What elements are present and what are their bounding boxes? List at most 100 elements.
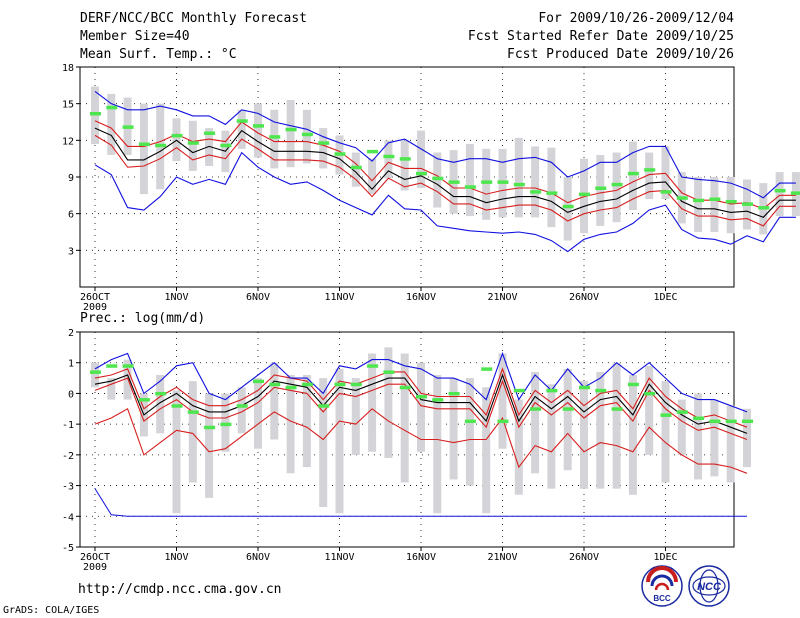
prec-ytick-label: 0 xyxy=(68,389,74,400)
prec-ensemble-marker xyxy=(236,404,248,408)
precip-panel-title: Prec.: log(mm/d) xyxy=(80,311,206,326)
prec-ensemble-marker xyxy=(318,404,330,408)
temp-ensemble-marker xyxy=(742,202,753,206)
prec-spread-bar xyxy=(384,347,393,458)
temp-ensemble-marker xyxy=(171,133,183,138)
temp-spread-bar xyxy=(531,146,540,218)
temp-xtick-year: 2009 xyxy=(83,302,107,313)
prec-spread-bar xyxy=(270,362,279,440)
temp-ytick-label: 12 xyxy=(62,136,74,147)
temp-ensemble-marker xyxy=(334,152,346,156)
temp-ensemble-marker xyxy=(579,192,590,197)
temp-ensemble-marker xyxy=(660,190,672,194)
prec-spread-bar xyxy=(596,371,605,489)
prec-ensemble-marker xyxy=(513,388,525,393)
temp-ensemble-marker xyxy=(301,132,313,137)
temp-ytick-label: 18 xyxy=(62,63,74,74)
temp-ensemble-marker xyxy=(611,182,623,187)
temp-ensemble-marker xyxy=(530,190,542,194)
temp-spread-bar xyxy=(661,146,670,199)
prec-spread-bar xyxy=(433,375,442,514)
prec-xtick-label: 11NOV xyxy=(324,552,354,563)
prec-ensemble-marker xyxy=(497,419,509,424)
prec-ensemble-marker xyxy=(448,391,460,396)
prec-ensemble-marker xyxy=(138,398,150,402)
temp-ytick-label: 9 xyxy=(68,173,74,184)
prec-xtick-label: 26NOV xyxy=(569,552,599,563)
prec-ensemble-marker xyxy=(367,364,379,368)
temp-xtick-label: 16NOV xyxy=(406,292,436,303)
prec-ensemble-marker xyxy=(204,425,216,430)
prec-spread-bar xyxy=(645,365,654,455)
temp-ensemble-marker xyxy=(497,180,509,184)
temp-spread-bar xyxy=(107,93,116,155)
temp-spread-bar xyxy=(694,177,703,232)
prec-line-floor xyxy=(94,488,747,517)
prec-line-max xyxy=(94,351,748,413)
prec-xtick-year: 2009 xyxy=(83,562,107,573)
temp-xtick-label: 11NOV xyxy=(324,292,354,303)
prec-ensemble-marker xyxy=(627,382,639,387)
temp-ensemble-marker xyxy=(204,131,216,135)
temp-spread-bar xyxy=(139,103,148,195)
temp-xtick-label: 26NOV xyxy=(569,292,599,303)
prec-ytick-label: 2 xyxy=(68,328,74,339)
temp-ensemble-marker xyxy=(253,124,264,128)
temp-ensemble-marker xyxy=(318,141,330,145)
prec-ytick-label: -4 xyxy=(62,512,74,523)
temp-ensemble-marker xyxy=(448,180,460,184)
temp-ensemble-marker xyxy=(513,182,525,187)
temp-ensemble-marker xyxy=(383,154,395,159)
header-title: DERF/NCC/BCC Monthly Forecast xyxy=(80,11,307,26)
prec-ensemble-marker xyxy=(383,370,395,374)
temp-ensemble-marker xyxy=(595,186,607,190)
prec-xtick-label: 6NOV xyxy=(246,552,270,563)
temp-spread-bar xyxy=(319,128,328,169)
header-variable-temp: Mean Surf. Temp.: °C xyxy=(80,47,237,62)
prec-ensemble-marker xyxy=(611,407,623,411)
footer-url[interactable]: http://cmdp.ncc.cma.gov.cn xyxy=(78,582,282,597)
temp-ensemble-marker xyxy=(725,199,737,204)
prec-spread-bar xyxy=(205,393,214,498)
prec-spread-bar xyxy=(91,362,99,388)
prec-ensemble-marker xyxy=(546,388,558,393)
prec-spread-bar xyxy=(254,378,262,449)
temp-ensemble-marker xyxy=(138,142,150,146)
temp-spread-bar xyxy=(710,177,719,232)
prec-line-lower xyxy=(94,377,748,441)
prec-spread-bar xyxy=(514,399,523,495)
prec-ensemble-marker xyxy=(334,382,346,387)
prec-ensemble-marker xyxy=(350,382,362,387)
prec-ensemble-marker xyxy=(301,382,313,387)
temp-ensemble-marker xyxy=(236,119,248,123)
prec-ensemble-marker xyxy=(269,382,281,387)
prec-ensemble-marker xyxy=(693,416,705,420)
temp-ensemble-marker xyxy=(627,171,639,176)
prec-ensemble-marker xyxy=(155,391,167,396)
temp-spread-bar xyxy=(514,137,523,218)
temp-spread-bar xyxy=(270,109,279,169)
prec-spread-bar xyxy=(465,378,474,486)
prec-spread-bar xyxy=(335,368,344,514)
prec-ensemble-marker xyxy=(676,410,688,414)
prec-ensemble-marker xyxy=(122,364,134,368)
prec-spread-bar xyxy=(449,378,458,480)
prec-ensemble-marker xyxy=(595,388,607,393)
prec-spread-bar xyxy=(547,384,556,489)
temp-ensemble-marker xyxy=(644,168,656,172)
prec-ensemble-marker xyxy=(285,385,297,390)
prec-ensemble-marker xyxy=(90,370,101,374)
prec-ytick-label: -3 xyxy=(62,482,74,493)
prec-ensemble-marker xyxy=(742,419,753,424)
temp-line-lower xyxy=(94,134,796,227)
prec-spread-bar xyxy=(351,378,360,455)
temp-ytick-label: 3 xyxy=(68,246,74,257)
temp-ensemble-marker xyxy=(546,191,558,195)
prec-spread-bar xyxy=(710,399,719,477)
temp-spread-bar xyxy=(286,100,295,168)
prec-spread-bar xyxy=(188,381,197,483)
prec-spread-bar xyxy=(628,375,637,495)
temp-line-mean xyxy=(94,127,796,218)
prec-spread-bar xyxy=(612,362,621,489)
